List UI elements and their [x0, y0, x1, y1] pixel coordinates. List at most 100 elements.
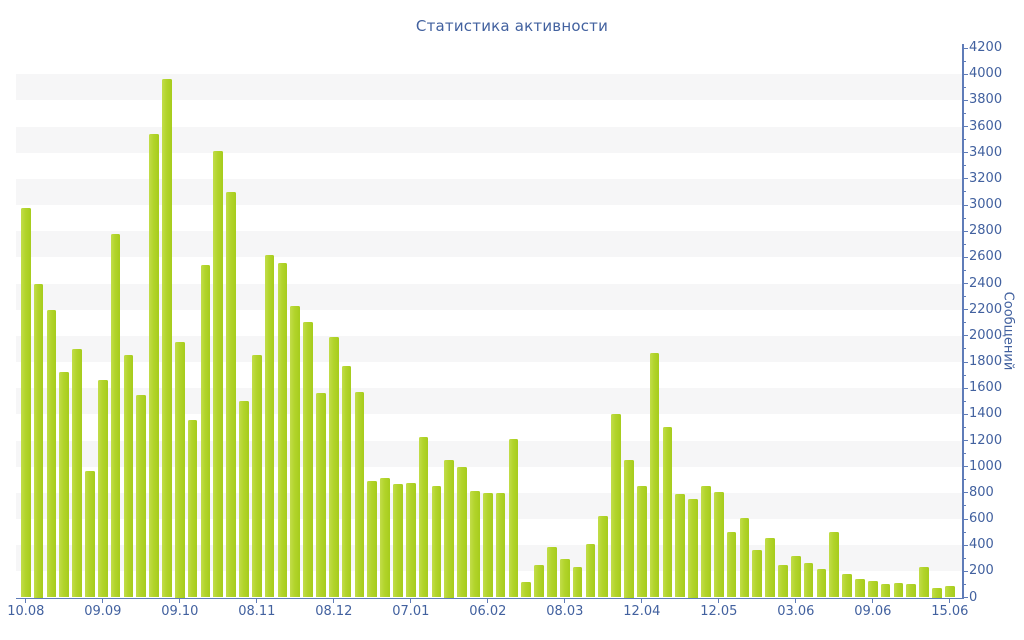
chart-bar[interactable] — [521, 582, 532, 598]
chart-bar[interactable] — [277, 262, 288, 598]
y-axis-major-tick — [962, 283, 968, 284]
chart-bar[interactable] — [213, 151, 224, 598]
chart-bar[interactable] — [405, 483, 416, 598]
chart-bar[interactable] — [752, 550, 763, 598]
chart-bar[interactable] — [470, 490, 480, 598]
x-axis-tick — [872, 599, 874, 603]
chart-bar[interactable] — [701, 486, 711, 598]
chart-bar[interactable] — [636, 486, 647, 598]
y-axis-title: Сообщений — [1000, 291, 1016, 371]
y-axis-minor-tick — [962, 86, 966, 88]
chart-bar[interactable] — [855, 578, 865, 598]
chart-bar[interactable] — [149, 133, 159, 598]
chart-bar[interactable] — [162, 78, 172, 598]
x-axis-tick-label: 08.11 — [238, 603, 276, 619]
y-axis-tick-label: 3600 — [969, 118, 1003, 134]
y-axis-tick-label: 4200 — [969, 40, 1003, 55]
y-axis-minor-tick — [962, 322, 966, 324]
chart-bar[interactable] — [264, 255, 275, 598]
chart-bar[interactable] — [418, 437, 429, 598]
x-axis-tick-label: 06.02 — [469, 603, 507, 619]
chart-bar[interactable] — [585, 543, 596, 598]
chart-bar[interactable] — [649, 352, 660, 598]
chart-bar[interactable] — [790, 555, 801, 598]
chart-bar[interactable] — [380, 477, 390, 598]
chart-bar[interactable] — [251, 355, 262, 598]
y-axis-major-tick — [962, 178, 968, 180]
chart-bar[interactable] — [867, 581, 878, 598]
y-axis-major-tick — [962, 361, 968, 363]
y-axis-tick-label: 2200 — [969, 301, 1003, 317]
chart-bar[interactable] — [239, 400, 249, 598]
chart-bar[interactable] — [482, 493, 493, 598]
chart-bar[interactable] — [200, 264, 211, 598]
chart-bar[interactable] — [688, 499, 698, 598]
chart-bar[interactable] — [354, 392, 365, 598]
y-axis-tick-label: 2000 — [969, 327, 1003, 343]
chart-bar[interactable] — [290, 305, 301, 598]
chart-bar[interactable] — [624, 460, 634, 598]
chart-bar[interactable] — [598, 515, 609, 598]
chart-bar[interactable] — [444, 460, 455, 598]
chart-bar[interactable] — [226, 191, 236, 598]
chart-bar[interactable] — [726, 532, 737, 598]
chart-bar[interactable] — [174, 342, 185, 598]
chart-bar[interactable] — [316, 392, 326, 598]
chart-bar[interactable] — [495, 492, 506, 598]
chart-bar[interactable] — [803, 562, 814, 598]
chart-bar[interactable] — [508, 439, 519, 598]
chart-bar[interactable] — [906, 583, 917, 598]
chart-bar[interactable] — [46, 309, 57, 598]
y-axis-tick-label: 0 — [969, 589, 978, 605]
chart-bar[interactable] — [393, 483, 403, 598]
chart-bar[interactable] — [765, 537, 775, 598]
chart-bar[interactable] — [534, 564, 544, 598]
y-axis-minor-tick — [962, 426, 966, 428]
chart-bar[interactable] — [33, 283, 44, 598]
chart-bar[interactable] — [713, 491, 724, 598]
chart-bar[interactable] — [829, 532, 840, 598]
y-axis-major-tick — [962, 335, 968, 337]
chart-bar[interactable] — [893, 583, 904, 598]
chart-bar[interactable] — [932, 587, 942, 598]
chart-bar[interactable] — [816, 569, 827, 598]
chart-bar[interactable] — [97, 380, 108, 598]
chart-bar[interactable] — [842, 573, 852, 598]
chart-bar[interactable] — [72, 348, 82, 598]
chart-bar[interactable] — [123, 354, 134, 598]
chart-bar[interactable] — [85, 471, 95, 598]
chart-bar[interactable] — [136, 395, 147, 598]
chart-bar[interactable] — [944, 586, 955, 598]
y-axis-minor-tick — [962, 583, 966, 585]
chart-bar[interactable] — [59, 372, 70, 598]
y-axis-minor-tick — [962, 191, 966, 193]
chart-bar[interactable] — [303, 322, 313, 598]
chart-bar[interactable] — [778, 564, 788, 598]
chart-bar[interactable] — [187, 420, 198, 598]
chart-bar[interactable] — [675, 494, 686, 598]
x-axis-tick-label: 12.04 — [623, 603, 661, 619]
chart-bar[interactable] — [328, 337, 339, 598]
chart-bar[interactable] — [21, 207, 31, 598]
chart-bar[interactable] — [572, 567, 583, 598]
chart-bar[interactable] — [919, 567, 929, 598]
chart-bar[interactable] — [110, 233, 121, 598]
x-axis-tick — [718, 599, 720, 603]
x-axis-tick-label: 09.10 — [161, 603, 199, 619]
y-axis-minor-tick — [962, 374, 966, 376]
y-axis-minor-tick — [962, 112, 966, 114]
y-axis-major-tick — [962, 466, 968, 468]
y-axis-major-tick — [962, 47, 968, 49]
chart-bar[interactable] — [559, 558, 570, 598]
chart-bar[interactable] — [739, 517, 750, 598]
chart-bar[interactable] — [662, 426, 673, 598]
chart-bar[interactable] — [341, 365, 352, 598]
chart-bar[interactable] — [547, 547, 557, 598]
chart-bar[interactable] — [611, 413, 621, 598]
y-axis-minor-tick — [962, 296, 966, 298]
chart-bar[interactable] — [367, 481, 378, 598]
chart-bar[interactable] — [880, 584, 891, 598]
x-axis-tick-label: 10.08 — [7, 603, 45, 619]
chart-bar[interactable] — [431, 486, 442, 598]
chart-bar[interactable] — [457, 466, 467, 598]
